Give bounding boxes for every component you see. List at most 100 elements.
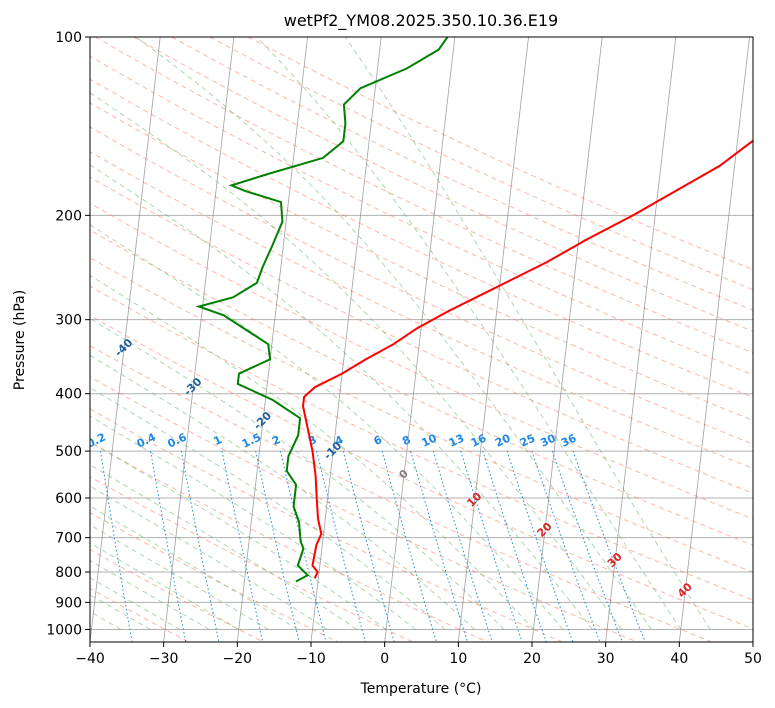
x-axis-title: Temperature (°C): [360, 681, 482, 697]
dry-adiabat-line: [90, 55, 753, 376]
mixing-ratio-label: 36: [559, 431, 579, 449]
mixing-ratio-label: 0.2: [85, 431, 108, 451]
mixing-ratio-line: [410, 450, 468, 642]
dry-adiabat-line: [90, 476, 414, 642]
line-labels: 0.20.40.611.52346810131620253036-100-90-…: [85, 336, 695, 600]
mixing-ratio-line: [316, 450, 366, 642]
moist-adiabat-line: [90, 577, 181, 630]
x-tick-label: −20: [223, 651, 253, 667]
y-tick-label: 400: [55, 387, 82, 403]
mixing-ratio-line: [150, 451, 187, 642]
moist-adiabat-line: [90, 92, 623, 630]
plot-frame: [89, 36, 754, 643]
x-tick-label: 0: [380, 651, 389, 667]
dry-adiabat-line: [90, 202, 753, 520]
moist-adiabat-line: [90, 524, 269, 630]
moist-adiabat-line: [90, 485, 328, 630]
grid-layer: [90, 37, 753, 630]
moist-adiabat-line: [90, 441, 387, 630]
mixing-ratio-label: 10: [420, 431, 440, 449]
moist-adiabat-line: [90, 542, 240, 630]
dry-adiabat-line: [90, 376, 638, 642]
mixing-ratio-line: [432, 450, 493, 642]
mixing-ratio-line: [531, 450, 601, 642]
isotherm-line: [0, 37, 13, 642]
y-tick-label: 500: [55, 444, 82, 460]
moist-adiabat-line: [90, 464, 357, 630]
mixing-ratio-line: [381, 450, 437, 642]
y-axis: 100 200 300 400 500 600 700 800 900 1000: [46, 30, 90, 638]
x-tick-label: 20: [523, 651, 541, 667]
plot-area: 0.20.40.611.52346810131620253036-100-90-…: [0, 37, 753, 642]
dry-adiabat-line: [90, 344, 712, 642]
isotherm-line: [236, 37, 308, 642]
mixing-ratio-line: [482, 450, 547, 642]
x-tick-label: −10: [296, 651, 326, 667]
x-tick-label: −30: [149, 651, 179, 667]
dry-adiabat-line: [90, 78, 753, 398]
isotherm-line: [605, 37, 677, 642]
y-tick-label: 1000: [46, 622, 82, 638]
moist-adiabat-line: [90, 387, 446, 630]
dry-adiabats: [90, 37, 753, 642]
x-tick-label: −40: [75, 651, 105, 667]
isotherm-label: 10: [464, 490, 484, 510]
mixing-ratio-line: [460, 450, 523, 642]
dry-adiabat-line: [90, 229, 753, 546]
mixing-ratio-line: [342, 450, 395, 642]
mixing-ratio-label: 25: [518, 432, 537, 450]
moist-adiabat-line: [90, 354, 475, 630]
dry-adiabat-line: [90, 102, 753, 421]
x-tick-label: 40: [670, 651, 688, 667]
mixing-ratio-line: [255, 450, 300, 642]
dry-adiabat-line: [90, 408, 563, 642]
dry-adiabat-line: [90, 549, 264, 642]
mixing-ratio-label: 0.6: [166, 430, 189, 450]
y-tick-label: 600: [55, 491, 82, 507]
dry-adiabat-line: [247, 37, 753, 271]
mixing-ratio-lines: [100, 450, 646, 642]
mixing-ratio-line: [506, 450, 574, 642]
isotherm-line: [163, 37, 235, 642]
mixing-ratio-label: 3: [306, 433, 318, 448]
isotherm-line: [310, 37, 382, 642]
dry-adiabat-line: [90, 511, 339, 642]
mixing-ratio-label: 30: [538, 431, 558, 449]
y-tick-label: 900: [55, 595, 82, 611]
isotherm-label: 40: [675, 580, 695, 600]
y-tick-label: 800: [55, 565, 82, 581]
y-tick-label: 100: [55, 30, 82, 46]
isotherm-line: [531, 37, 603, 642]
y-tick-label: 700: [55, 531, 82, 547]
dry-adiabat-line: [90, 314, 753, 630]
moist-adiabat-line: [90, 224, 564, 630]
mixing-ratio-line: [280, 450, 327, 642]
y-axis-title: Pressure (hPa): [12, 290, 28, 390]
y-tick-label: 300: [55, 313, 82, 329]
chart-title: wetPf2_YM08.2025.350.10.36.E19: [284, 11, 558, 31]
moist-adiabat-line: [90, 164, 593, 630]
mixing-ratio-label: 13: [447, 432, 466, 450]
mixing-ratio-label: 1: [212, 433, 224, 448]
moist-adiabat-line: [90, 559, 210, 630]
dry-adiabat-line: [90, 285, 753, 601]
isotherm-label: 0: [396, 467, 411, 482]
moist-adiabat-line: [90, 274, 534, 630]
isotherm-line: [678, 37, 750, 642]
x-axis: −40 −30 −20 −10 0 10 20 30 40 50: [75, 642, 762, 667]
moist-adiabat-line: [344, 37, 711, 630]
moist-adiabats: [90, 37, 711, 630]
dry-adiabat-line: [209, 37, 753, 291]
dry-adiabat-line: [133, 37, 753, 332]
isotherm-line: [90, 37, 161, 642]
mixing-ratio-label: 16: [469, 431, 489, 449]
moist-adiabat-line: [90, 415, 416, 630]
isotherm-line: [457, 37, 529, 642]
isotherms: [0, 37, 753, 642]
moist-adiabat-line: [135, 37, 652, 630]
dry-adiabat-line: [95, 37, 753, 354]
mixing-ratio-line: [180, 451, 220, 642]
dewpoint-profile-line: [195, 37, 449, 583]
mixing-ratio-label: 0.4: [135, 430, 158, 450]
isotherm-line: [384, 37, 456, 642]
